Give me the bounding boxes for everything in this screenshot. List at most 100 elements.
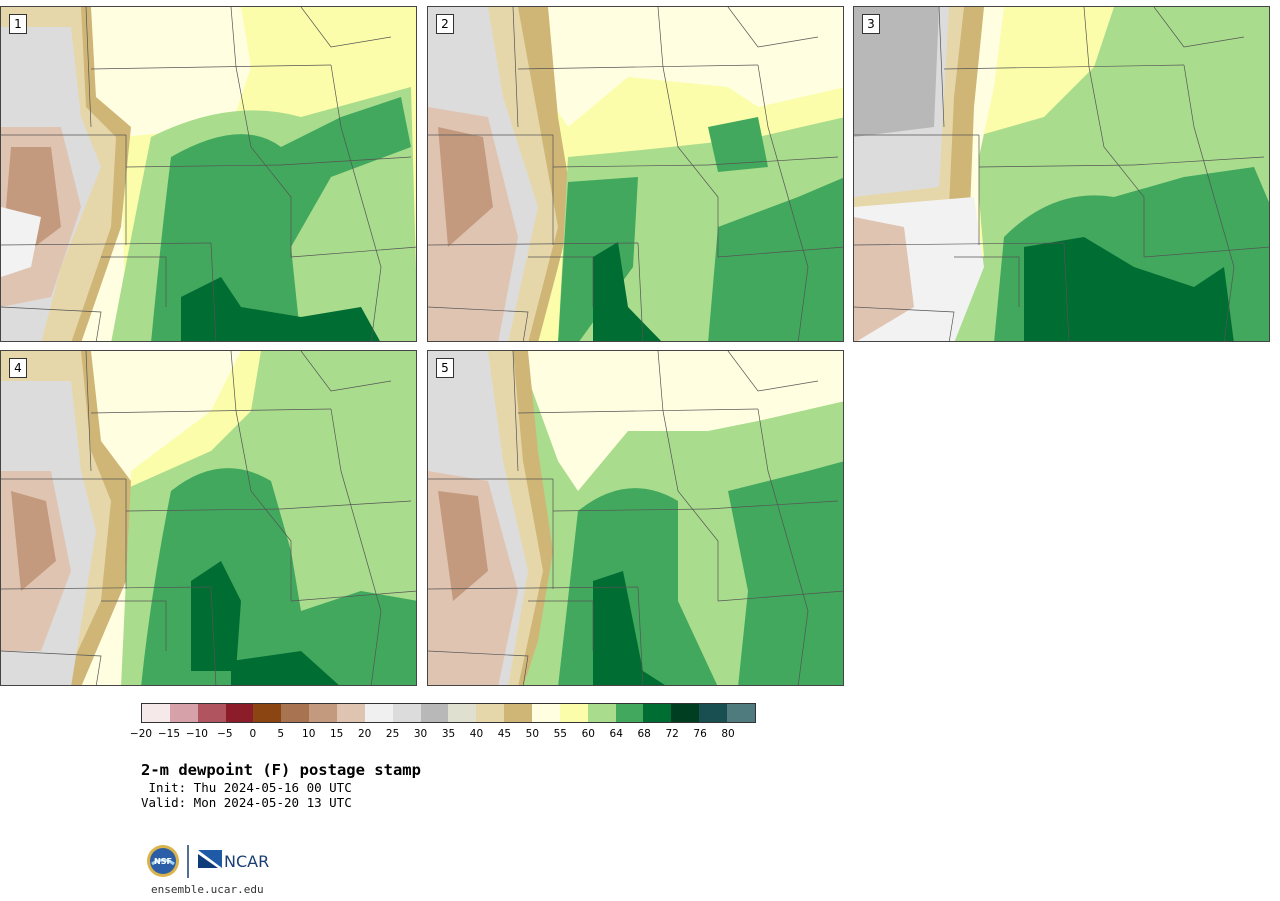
colorbar-tick: 35 (441, 728, 456, 740)
colorbar-swatch (197, 704, 226, 722)
state-border (1153, 7, 1245, 48)
state-border (662, 410, 719, 601)
dewpoint-region (593, 571, 665, 685)
state-border (101, 256, 167, 307)
colorbar-swatch (337, 704, 365, 722)
state-border (757, 408, 809, 685)
colorbar-tick: 10 (302, 728, 316, 740)
colorbar-tick: 60 (581, 728, 595, 740)
colorbar-swatch (532, 704, 560, 722)
state-border (943, 64, 1185, 70)
state-border (125, 508, 282, 512)
state-border (1143, 246, 1269, 258)
map-panel-3: 3 (853, 6, 1270, 342)
state-border (1, 306, 102, 341)
colorbar-swatch (559, 704, 588, 722)
state-border (1, 650, 102, 685)
colorbar-swatch (142, 704, 170, 722)
nsf-logo: NSF (147, 845, 179, 877)
state-border (85, 7, 92, 128)
state-border (854, 306, 955, 341)
dewpoint-region (854, 217, 914, 341)
dewpoint-region (854, 7, 939, 137)
state-border (727, 7, 819, 48)
state-borders (1, 351, 416, 685)
colorbar-tick: −10 (185, 728, 208, 740)
colorbar-swatch (727, 704, 755, 722)
state-border (210, 242, 217, 341)
state-border (512, 7, 519, 128)
colorbar-tick: 68 (637, 728, 651, 740)
state-border (657, 351, 664, 412)
colorbar-tick-labels: −20 −15 −10 −5 0 5 10 15 20 25 30 35 40 45 50 55 60 64 68 7… (130, 728, 756, 742)
colorbar-tick: −20 (129, 728, 153, 740)
state-border (1, 242, 212, 246)
state-border (280, 500, 412, 510)
state-border (428, 586, 639, 590)
colorbar-tick: −5 (217, 728, 233, 740)
dewpoint-map (428, 7, 843, 341)
colorbar-tick: −15 (157, 728, 181, 740)
state-border (235, 410, 292, 601)
valid-time: Valid: Mon 2024-05-20 13 UTC (141, 795, 352, 810)
panel-number: 1 (9, 14, 27, 34)
state-border (517, 408, 759, 414)
colorbar-tick: 80 (721, 728, 735, 740)
state-border (954, 256, 1020, 307)
colorbar-tick: 40 (469, 728, 484, 740)
ncar-logo: NCAR (198, 850, 269, 871)
dewpoint-map (1, 7, 416, 341)
state-border (978, 164, 1135, 168)
state-border (528, 256, 594, 307)
panel-number: 4 (9, 358, 27, 378)
init-time: Init: Thu 2024-05-16 00 UTC (141, 780, 352, 795)
state-border (290, 246, 416, 258)
state-border (428, 242, 639, 246)
state-border (330, 408, 382, 685)
colorbar-swatch (476, 704, 505, 722)
state-border (552, 164, 709, 168)
state-borders (428, 7, 843, 341)
colorbar-swatch (420, 704, 449, 722)
svg-text:NCAR: NCAR (224, 852, 269, 871)
dewpoint-region (1, 207, 41, 277)
colorbar-tick: 25 (385, 728, 400, 740)
map-panel-1: 1 (0, 6, 417, 342)
dewpoint-region (181, 277, 380, 341)
state-border (637, 242, 644, 341)
state-border (1088, 66, 1145, 257)
state-border (300, 7, 392, 48)
dewpoint-map (854, 7, 1269, 341)
map-panel-2: 2 (427, 6, 844, 342)
site-url: ensemble.ucar.edu (151, 883, 264, 896)
state-border (662, 66, 719, 257)
dewpoint-map (428, 351, 843, 685)
svg-text:NSF: NSF (154, 857, 172, 866)
state-border (757, 64, 809, 341)
colorbar-tick: 5 (277, 728, 285, 740)
colorbar-tick: 72 (665, 728, 679, 740)
state-border (938, 7, 945, 128)
state-borders (854, 7, 1269, 341)
colorbar-swatch (253, 704, 282, 722)
dewpoint-region (11, 491, 56, 591)
state-border (528, 600, 594, 651)
nsf-ncar-logo: NSF NCAR (147, 845, 269, 878)
state-border (210, 586, 217, 685)
state-border (290, 590, 416, 602)
state-border (1133, 156, 1265, 166)
state-borders (1, 7, 416, 341)
state-border (125, 164, 282, 168)
colorbar-swatch (169, 704, 198, 722)
colorbar-tick: 45 (497, 728, 512, 740)
colorbar-tick: 64 (609, 728, 623, 740)
colorbar-tick: 50 (525, 728, 540, 740)
colorbar-tick: 15 (329, 728, 344, 740)
colorbar-tick: 76 (693, 728, 707, 740)
state-border (90, 408, 332, 414)
colorbar-swatch (364, 704, 393, 722)
colorbar-swatch (587, 704, 616, 722)
state-border (552, 508, 709, 512)
dewpoint-region (728, 461, 843, 685)
dewpoint-region (438, 491, 488, 601)
